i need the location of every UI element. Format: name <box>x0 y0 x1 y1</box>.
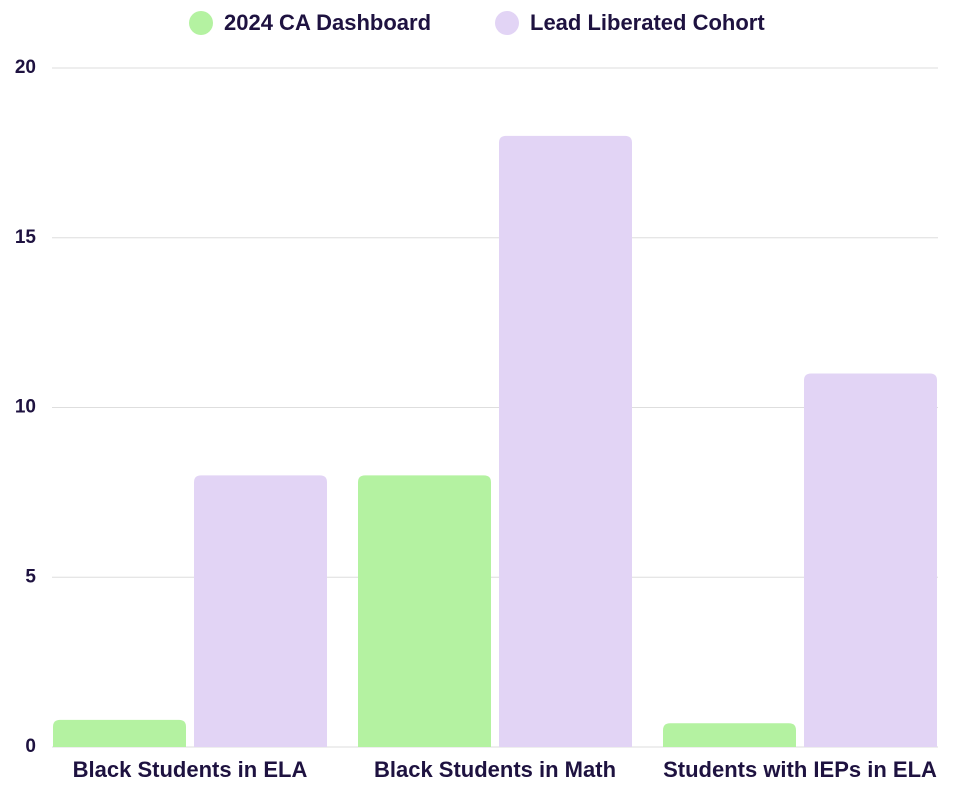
x-tick-label: Black Students in ELA <box>73 757 308 782</box>
legend-swatch <box>495 11 519 35</box>
x-tick-label: Students with IEPs in ELA <box>663 757 937 782</box>
legend-label: Lead Liberated Cohort <box>530 10 765 35</box>
legend-swatch <box>189 11 213 35</box>
bar <box>663 723 796 747</box>
bar <box>194 475 327 747</box>
bar <box>499 135 632 747</box>
y-tick-label: 0 <box>25 736 36 757</box>
y-tick-label: 5 <box>25 566 36 587</box>
x-tick-label: Black Students in Math <box>374 757 616 782</box>
y-tick-label: 15 <box>15 227 37 248</box>
bar <box>804 373 937 747</box>
y-tick-label: 20 <box>15 57 36 78</box>
bar <box>358 475 491 747</box>
bar <box>53 719 186 747</box>
legend-label: 2024 CA Dashboard <box>224 10 431 35</box>
y-tick-label: 10 <box>15 397 36 418</box>
